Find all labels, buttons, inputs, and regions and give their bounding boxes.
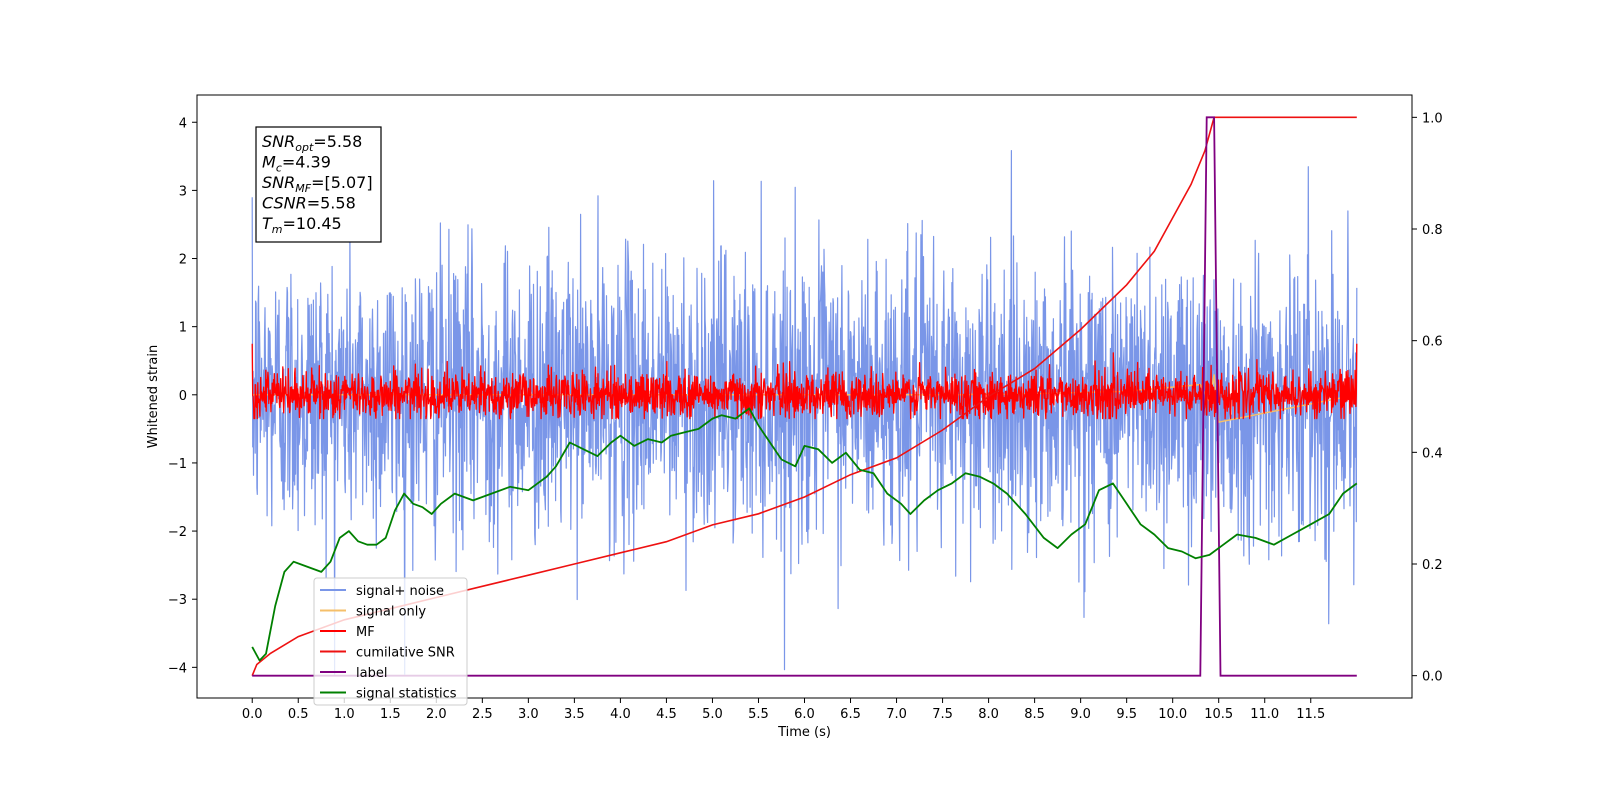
x-tick-label: 2.5 (472, 707, 493, 722)
x-tick-label: 8.0 (978, 707, 999, 722)
x-tick-label: 6.0 (794, 707, 815, 722)
x-tick-label: 11.0 (1250, 707, 1279, 722)
legend-frame (313, 577, 468, 706)
series-line-0 (251, 150, 1358, 675)
annotation-symbol: T (262, 214, 273, 233)
annotation-symbol: CSNR (262, 194, 307, 213)
annotation-symbol: M (262, 153, 276, 172)
x-tick-label: 7.5 (932, 707, 953, 722)
annotation-symbol: SNR (262, 173, 295, 192)
y-tick-label: 4 (179, 116, 187, 131)
x-axis: 0.0 0.5 1.0 1.5 2.0 2.5 3.0 3.5 4.0 4.5 5.0 5.5 6.0 6… (242, 698, 1325, 722)
annotation-value: =[5.07] (311, 173, 373, 192)
y2-tick-label: 1.0 (1422, 111, 1443, 126)
y-tick-label: −1 (168, 457, 187, 472)
y2-tick-label: 0.2 (1422, 558, 1443, 573)
x-tick-label: 7.0 (886, 707, 907, 722)
annotation-subscript: opt (295, 141, 314, 154)
y2-tick-label: 0.0 (1422, 670, 1443, 685)
y-axis-right: 1.0 0.8 0.6 0.4 0.2 0.0 (1412, 111, 1443, 685)
annotation-line: SNRMF=[5.07] (262, 173, 373, 195)
x-tick-label: 0.0 (242, 707, 263, 722)
annotation-line: Mc=4.39 (262, 153, 331, 175)
y-tick-label: 0 (179, 389, 187, 404)
y-tick-label: 1 (179, 321, 187, 336)
annotation-subscript: c (276, 162, 282, 175)
annotation-line: CSNR=5.58 (262, 194, 356, 213)
annotation-value: =5.58 (313, 132, 362, 151)
y-tick-label: −3 (168, 593, 187, 608)
annotation-subscript: m (272, 223, 283, 236)
x-tick-label: 2.0 (426, 707, 447, 722)
x-tick-label: 11.5 (1296, 707, 1325, 722)
y-tick-label: 3 (179, 184, 187, 199)
x-tick-label: 5.0 (702, 707, 723, 722)
legend-label: signal+ noise (356, 584, 444, 599)
x-tick-label: 1.5 (380, 707, 401, 722)
x-tick-label: 8.5 (1024, 707, 1045, 722)
legend-label: signal only (356, 605, 426, 620)
y-axis-left: 4 3 2 1 0 −1 −2 −3 −4 (168, 116, 197, 676)
x-tick-label: 9.0 (1070, 707, 1091, 722)
annotation-line: Tm=10.45 (262, 214, 342, 236)
x-tick-label: 10.5 (1204, 707, 1233, 722)
series-line-4 (252, 116, 1357, 677)
legend-label: cumilative SNR (356, 646, 455, 661)
annotation-value: =5.58 (307, 194, 356, 213)
x-tick-label: 5.5 (748, 707, 769, 722)
x-tick-label: 3.5 (564, 707, 585, 722)
series-line-2 (251, 343, 1358, 420)
y2-tick-label: 0.6 (1422, 335, 1443, 350)
x-tick-label: 9.5 (1116, 707, 1137, 722)
y2-tick-label: 0.8 (1422, 223, 1443, 238)
legend-label: MF (356, 625, 375, 640)
y-tick-label: −4 (168, 661, 187, 676)
y-axis-label: Whitened strain (146, 345, 161, 448)
annotation-value: =10.45 (283, 214, 342, 233)
legend-label: signal statistics (356, 687, 457, 702)
y2-tick-label: 0.4 (1422, 446, 1443, 461)
x-tick-label: 4.5 (656, 707, 677, 722)
x-tick-label: 1.0 (334, 707, 355, 722)
x-tick-label: 0.5 (288, 707, 309, 722)
x-tick-label: 4.0 (610, 707, 631, 722)
stats-annotation-box: SNRopt=5.58Mc=4.39SNRMF=[5.07]CSNR=5.58T… (255, 126, 382, 243)
x-axis-label: Time (s) (777, 725, 831, 740)
y-tick-label: 2 (179, 253, 187, 268)
annotation-line: SNRopt=5.58 (262, 132, 362, 154)
x-tick-label: 10.0 (1158, 707, 1187, 722)
legend-label: label (356, 666, 387, 681)
annotation-value: =4.39 (282, 153, 331, 172)
x-tick-label: 3.0 (518, 707, 539, 722)
legend: signal+ noise signal only MF cumilative SNR… (313, 577, 468, 706)
x-tick-label: 6.5 (840, 707, 861, 722)
annotation-symbol: SNR (262, 132, 295, 151)
y-tick-label: −2 (168, 525, 187, 540)
series-line-5 (251, 407, 1358, 662)
annotation-frame (255, 126, 382, 243)
annotation-subscript: MF (295, 182, 311, 195)
